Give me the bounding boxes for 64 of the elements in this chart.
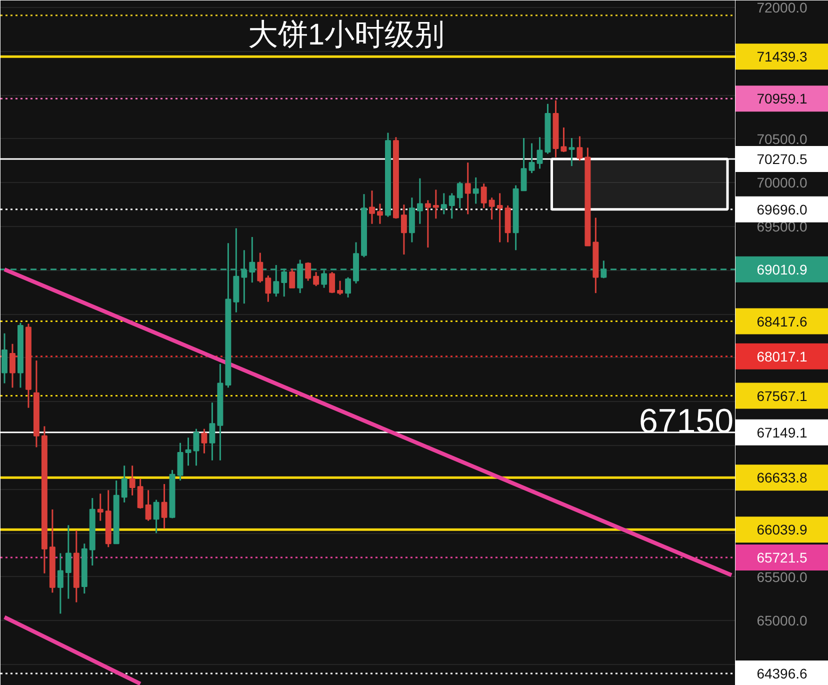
candlestick — [201, 428, 208, 454]
candlestick — [185, 436, 192, 466]
candlestick — [472, 176, 479, 204]
candlestick — [337, 280, 344, 296]
y-tick-label: 70500.0 — [756, 130, 808, 147]
candlestick — [65, 524, 72, 600]
ref-line-label: 71439.3 — [756, 48, 808, 65]
candlestick — [289, 268, 296, 289]
ref-line-label: 67149.1 — [756, 424, 808, 440]
ref-line-label: 68017.1 — [756, 348, 808, 364]
ref-line-label: 66633.8 — [756, 470, 808, 486]
y-tick-label: 72000.0 — [756, 0, 808, 16]
candlestick — [97, 492, 104, 522]
annotation: 67150 — [638, 402, 734, 440]
candlestick — [416, 178, 423, 225]
y-tick-label: 70000.0 — [756, 174, 808, 191]
candlestick — [520, 137, 527, 192]
candlestick — [10, 343, 16, 388]
candlestick — [496, 192, 503, 244]
candlestick — [209, 402, 216, 462]
ref-line-label: 69010.9 — [756, 261, 808, 278]
candlestick — [464, 162, 471, 215]
ref-line-label: 69696.0 — [756, 201, 808, 218]
candlestick — [145, 489, 152, 522]
candlestick — [536, 136, 543, 170]
candlestick — [329, 271, 336, 294]
ref-line-label: 66039.9 — [756, 522, 808, 538]
candlestick — [57, 552, 64, 614]
y-tick-label: 69500.0 — [756, 218, 808, 234]
y-tick-label: 65500.0 — [756, 568, 808, 585]
candlestick — [193, 428, 200, 466]
ref-line-label: 67567.1 — [756, 388, 808, 404]
ref-line-label: 64396.6 — [756, 666, 808, 682]
candlestick — [432, 188, 439, 220]
candlestick — [305, 262, 312, 282]
ref-line-label: 68417.6 — [756, 313, 808, 330]
candlestick — [257, 252, 264, 284]
candlestick — [137, 478, 144, 510]
candlestick — [2, 332, 8, 384]
candlestick — [121, 464, 128, 504]
candlestick — [568, 137, 575, 167]
candlestick — [377, 202, 383, 225]
candlestick — [161, 483, 168, 530]
candlestick — [576, 136, 583, 162]
candlestick — [265, 274, 272, 303]
ref-line-label: 65721.5 — [756, 549, 808, 566]
candlestick — [369, 190, 375, 225]
candlestick — [480, 182, 487, 209]
candlestick — [528, 142, 535, 174]
candlestick — [440, 192, 447, 215]
text: 大饼1小时级别 — [248, 18, 445, 52]
candlestick — [448, 192, 455, 220]
candlestick — [345, 276, 352, 298]
candlestick — [313, 271, 320, 287]
candlestick — [424, 199, 431, 248]
ref-line-label: 70270.5 — [756, 151, 808, 168]
candlestick — [400, 204, 407, 256]
candlestick — [456, 181, 463, 209]
ref-line-label: 70959.1 — [756, 90, 808, 107]
y-tick-label: 65000.0 — [756, 612, 808, 629]
candlestick — [153, 499, 160, 534]
candlestick — [177, 442, 184, 482]
candlestick — [488, 196, 495, 220]
candlestick — [129, 464, 136, 496]
